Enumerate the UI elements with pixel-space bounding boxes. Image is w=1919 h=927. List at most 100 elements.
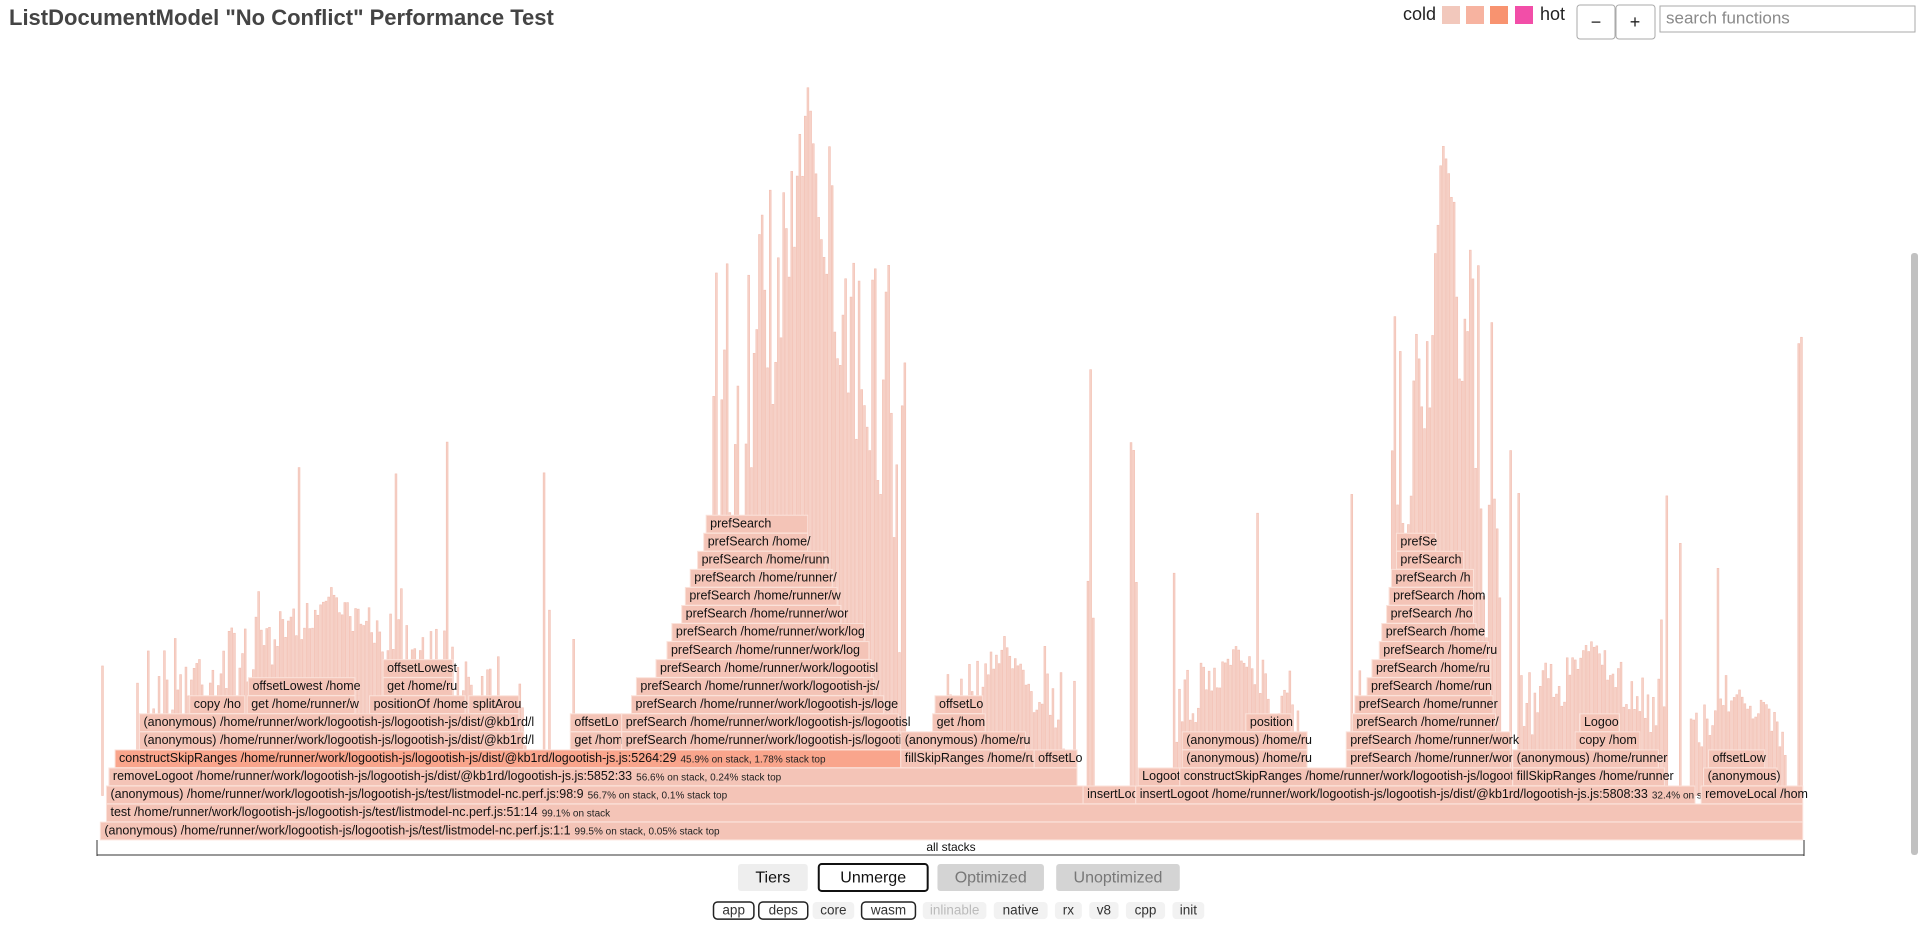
- frame-stats: 45.9% on stack, 1.78% stack top: [680, 754, 826, 765]
- zoom-in-label: +: [1630, 12, 1641, 32]
- frame-stats: 32.4% on sta: [1652, 791, 1711, 802]
- frame-label: offsetLo: [1038, 751, 1082, 765]
- legend-swatch: [1466, 6, 1484, 24]
- filter-toggle[interactable]: [1054, 901, 1082, 920]
- frame-label: prefSearch /home/run: [1371, 679, 1492, 693]
- frame-label: prefSearch /home/runner: [1359, 697, 1498, 711]
- legend-cold: cold: [1403, 4, 1436, 24]
- zoom-in-button[interactable]: [1615, 4, 1656, 40]
- filter-toggle[interactable]: [922, 901, 987, 920]
- tier-button[interactable]: [737, 864, 808, 891]
- filter-toggle[interactable]: [758, 901, 809, 920]
- frame-label: prefSearch /home/ru: [1376, 661, 1490, 675]
- search-input[interactable]: [1659, 5, 1916, 33]
- frame-label: positionOf /home/: [374, 697, 472, 711]
- flame-frame[interactable]: [705, 514, 809, 534]
- tier-button[interactable]: [817, 863, 929, 892]
- filter-toggle[interactable]: [860, 901, 917, 920]
- zoom-out-button[interactable]: [1576, 4, 1616, 40]
- flame-frame[interactable]: [189, 695, 246, 715]
- frame-label: prefSearch /ho: [1391, 607, 1473, 621]
- filter-toggle[interactable]: [812, 901, 855, 920]
- flame-spike: [1092, 617, 1095, 796]
- frame-label: offsetLowest: [387, 661, 457, 675]
- frame-label: removeLogoot /home/runner/work/logootish…: [113, 769, 632, 783]
- frame-label: prefSearch /home/runner/wor: [686, 607, 849, 621]
- flame-frame[interactable]: [934, 695, 984, 715]
- frame-label: prefSearch /home/runn: [702, 553, 830, 567]
- flame-spike: [542, 472, 546, 796]
- frame-label: Logoot: [1142, 769, 1181, 783]
- filter-label: init: [1180, 903, 1198, 918]
- legend-hot: hot: [1540, 4, 1565, 24]
- flame-frame[interactable]: [1707, 749, 1766, 769]
- frame-label: get /home: [574, 733, 630, 747]
- frame-label: Logoo: [1584, 715, 1619, 729]
- flame-frame[interactable]: [1181, 731, 1308, 751]
- frame-label: prefSearch /home/runner/: [1356, 715, 1499, 729]
- frame-label: offsetLo: [939, 697, 983, 711]
- tier-button-label: Optimized: [955, 869, 1027, 886]
- frame-label: (anonymous) /home/ru: [905, 733, 1031, 747]
- flame-frame[interactable]: [1033, 749, 1078, 769]
- flame-spike: [1135, 582, 1138, 796]
- flame-frame[interactable]: [247, 677, 356, 696]
- frame-stats: 99.5% on stack, 0.05% stack top: [575, 827, 721, 838]
- scrollbar-thumb[interactable]: [1911, 253, 1918, 855]
- frame-label: insertLogoot /home/runner/work/logootish…: [1140, 787, 1648, 801]
- flame-frame[interactable]: [1395, 532, 1437, 552]
- filter-toggle[interactable]: [1089, 901, 1119, 920]
- filter-label: core: [820, 903, 846, 918]
- frame-label: prefSearch /home/runner/work/logootisl: [660, 661, 878, 675]
- frame-label: (anonymous) /home/ru: [1186, 751, 1312, 765]
- flame-spike: [1679, 543, 1682, 796]
- filter-toggle[interactable]: [1172, 901, 1205, 920]
- frame-stats: 99.1% on stack: [542, 809, 611, 820]
- frame-stats: 56.6% on stack, 0.24% stack top: [636, 772, 782, 783]
- flame-spike: [1695, 712, 1698, 796]
- search-placeholder: search functions: [1666, 8, 1790, 27]
- frame-label: prefSearch /home/: [708, 534, 811, 548]
- tier-button[interactable]: [937, 864, 1044, 891]
- frame-label: prefSearch /home/ru: [1383, 643, 1497, 657]
- frame-label: removeLocal /hom: [1705, 787, 1808, 801]
- frame-label: get /home/runner/w: [251, 697, 360, 711]
- root-frame-label[interactable]: all stacks: [926, 840, 975, 854]
- filter-label: app: [722, 903, 745, 918]
- frame-label: offsetLowest /home: [252, 679, 360, 693]
- frame-label: get /home/ru: [387, 679, 457, 693]
- flame-frame[interactable]: [468, 695, 520, 715]
- flame-spike: [1172, 572, 1176, 796]
- flame-frame[interactable]: [382, 659, 454, 678]
- frame-label: prefSearch /home/runner/work/log: [676, 625, 865, 639]
- flame-spike: [903, 362, 907, 796]
- frame-label: prefSearch /home: [1386, 625, 1485, 639]
- filter-label: wasm: [870, 903, 906, 918]
- frame-label: constructSkipRanges /home/runner/work/lo…: [119, 751, 676, 765]
- frame-label: prefSearch /home/runner/work/log: [671, 643, 860, 657]
- frame-label: insertLoc: [1087, 787, 1138, 801]
- filter-toggle[interactable]: [712, 901, 755, 920]
- frame-label: prefSearch: [1400, 553, 1461, 567]
- filter-toggle[interactable]: [993, 901, 1048, 920]
- legend-swatch: [1515, 6, 1533, 24]
- flame-frame[interactable]: [1579, 713, 1620, 733]
- frame-label: prefSearch /home/runner/work/logootish-j…: [626, 715, 911, 729]
- flame-spike: [1692, 719, 1695, 796]
- frame-label: splitArou: [473, 697, 522, 711]
- frame-label: fillSkipRanges /home/runner: [1517, 769, 1674, 783]
- tier-button[interactable]: [1056, 864, 1180, 891]
- frame-label: prefSearch /home/runner/w: [689, 589, 841, 603]
- frame-label: test /home/runner/work/logootish-js/logo…: [110, 805, 537, 819]
- frame-label: (anonymous) /home/ru: [1186, 733, 1312, 747]
- flame-spike: [1129, 442, 1133, 796]
- frame-label: prefSearch /home/runner/work/logootish-j…: [636, 697, 899, 711]
- frame-label: (anonymous): [1708, 769, 1781, 783]
- filter-label: deps: [769, 903, 799, 918]
- frame-label: (anonymous) /home/runner/work/logootish-…: [110, 787, 583, 801]
- frame-label: prefSearch: [710, 516, 771, 530]
- flame-frame[interactable]: [1245, 713, 1292, 733]
- filter-toggle[interactable]: [1125, 901, 1166, 920]
